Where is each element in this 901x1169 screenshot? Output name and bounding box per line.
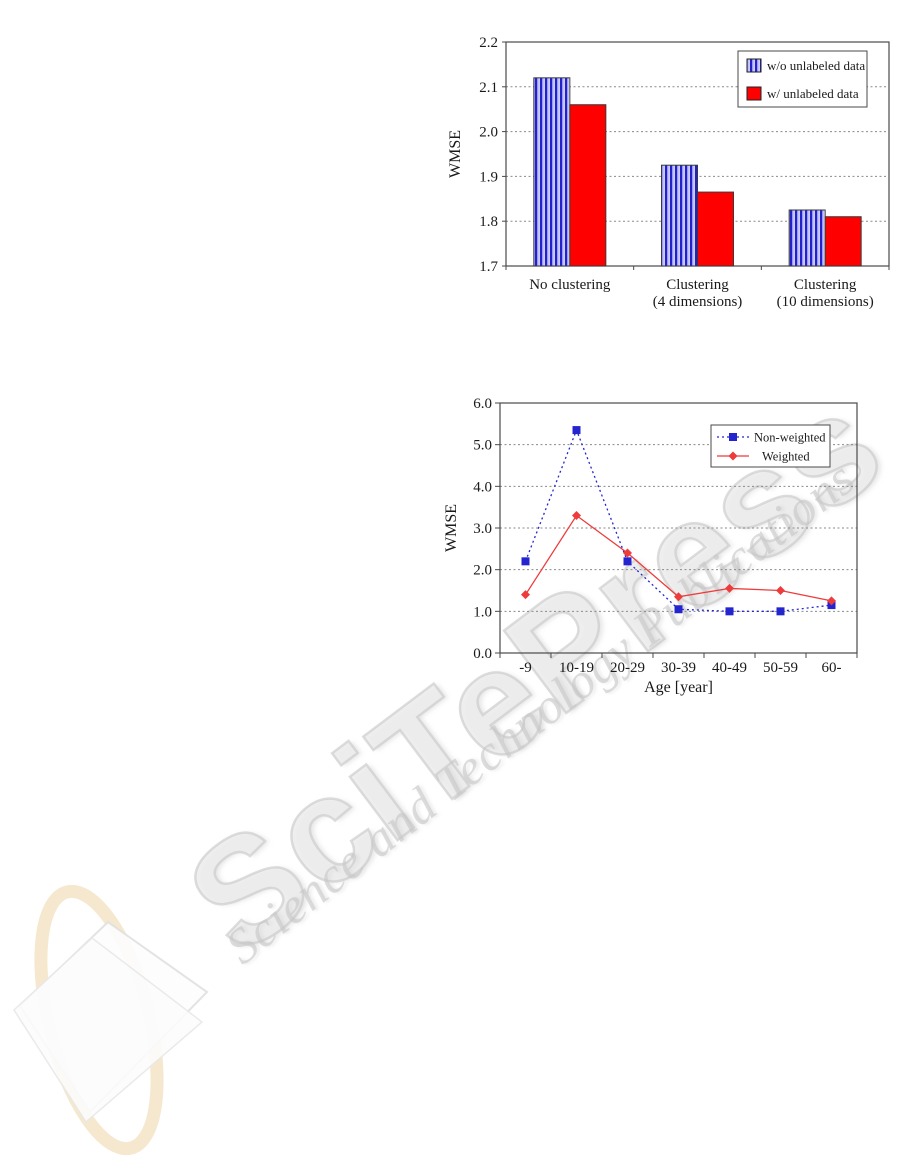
logo-page-front — [13, 937, 204, 1124]
legend-box — [710, 424, 831, 468]
marker-weighted — [674, 592, 683, 602]
legend-label: Weighted — [762, 450, 810, 464]
legend-swatch — [746, 58, 762, 73]
y-tick-label: 3.0 — [473, 521, 492, 537]
x-category-label: (10 dimensions) — [777, 294, 874, 310]
y-tick-label: 6.0 — [473, 396, 492, 412]
line-chart-wmse-age: 0.0 1.0 2.0 3.0 4.0 5.0 6.0 -9 10-19 20-29 30-39 40… — [443, 396, 858, 696]
marker-non-weighted — [729, 433, 737, 441]
x-axis-title: Age [year] — [644, 679, 713, 696]
x-tick-label: 30-39 — [661, 660, 696, 676]
y-tick-label: 2.0 — [473, 563, 492, 579]
bar-w-unlabeled-data — [824, 216, 862, 267]
bar-chart-wmse-clustering: 1.7 1.8 1.9 2.0 2.1 2.2 No clustering Clusterin… — [447, 35, 890, 310]
scitepress-logo — [13, 884, 209, 1156]
marker-weighted — [521, 590, 530, 600]
marker-weighted — [776, 586, 785, 595]
x-category-label: Clustering — [794, 277, 857, 293]
marker-weighted — [572, 511, 581, 520]
marker-non-weighted — [572, 426, 581, 435]
marker-non-weighted — [674, 605, 683, 614]
marker-weighted — [623, 548, 632, 558]
y-tick-label: 2.0 — [479, 125, 498, 141]
x-tick-label: 40-49 — [712, 660, 747, 676]
y-tick-label: 0.0 — [473, 646, 492, 662]
x-category-label: (4 dimensions) — [653, 294, 743, 310]
x-tick-label: 60- — [822, 660, 842, 676]
bar-w-unlabeled-data — [697, 191, 734, 267]
y-tick-label: 4.0 — [473, 479, 492, 495]
x-tick-label: -9 — [519, 660, 532, 676]
marker-weighted — [728, 451, 738, 461]
bar-w-o-unlabeled-data — [533, 77, 571, 267]
x-tick-label: 20-29 — [610, 660, 645, 676]
marker-non-weighted — [725, 607, 734, 616]
y-tick-label: 1.0 — [473, 604, 492, 620]
y-axis-title: WMSE — [443, 504, 460, 552]
y-tick-label: 1.9 — [479, 169, 498, 185]
y-tick-label: 2.2 — [479, 35, 498, 51]
legend-swatch — [746, 86, 762, 101]
y-axis-title: WMSE — [447, 130, 464, 178]
x-category-label: No clustering — [529, 277, 611, 293]
x-tick-label: 50-59 — [763, 660, 798, 676]
marker-non-weighted — [776, 607, 785, 616]
legend-label: w/ unlabeled data — [767, 86, 859, 101]
bar-w-unlabeled-data — [569, 104, 607, 267]
marker-weighted — [827, 596, 836, 606]
bar-w-o-unlabeled-data — [788, 209, 826, 267]
y-tick-label: 2.1 — [479, 80, 498, 96]
bar-w-o-unlabeled-data — [661, 164, 698, 267]
legend-label: Non-weighted — [754, 431, 826, 445]
marker-weighted — [725, 583, 734, 593]
marker-non-weighted — [521, 557, 530, 566]
x-tick-label: 10-19 — [559, 660, 594, 676]
marker-non-weighted — [623, 557, 632, 566]
legend-label: w/o unlabeled data — [767, 58, 865, 73]
x-category-label: Clustering — [666, 277, 729, 293]
y-tick-label: 1.8 — [479, 214, 498, 230]
y-tick-label: 5.0 — [473, 438, 492, 454]
y-tick-label: 1.7 — [479, 259, 498, 275]
line-weighted — [524, 514, 832, 602]
